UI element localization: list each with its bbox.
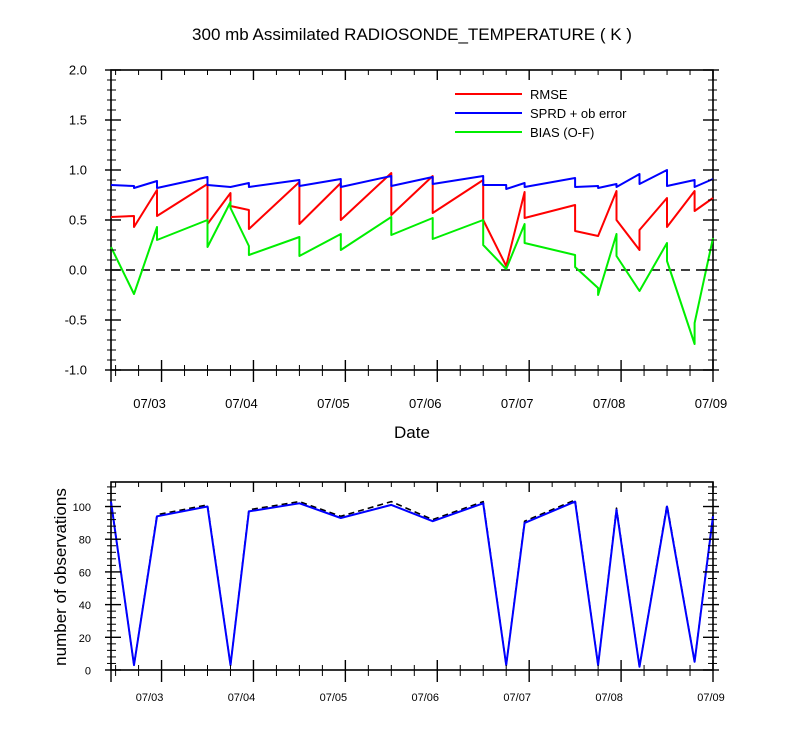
top-chart-series-group [110, 169, 714, 345]
bottom-xtick-label: 07/08 [595, 692, 623, 704]
top-xtick-label: 07/03 [133, 396, 166, 411]
bottom-xtick-label: 07/09 [697, 692, 725, 704]
legend-label-sprd-ob-error: SPRD + ob error [530, 106, 627, 121]
top-ytick-label: -0.5 [65, 313, 87, 328]
top-xtick-label: 07/08 [593, 396, 626, 411]
bottom-xtick-label: 07/04 [228, 692, 256, 704]
top-series-line-rmse [110, 172, 714, 267]
bottom-xtick-label: 07/06 [412, 692, 440, 704]
top-ytick-label: 0.5 [69, 213, 87, 228]
bottom-series-line-observations-possible [110, 499, 714, 668]
top-chart-axes: 07/03 07/04 07/05 07/06 07/07 07/08 07/09 -1.0 -… [65, 63, 728, 412]
bottom-ytick-label: 100 [73, 502, 91, 514]
bottom-plot-border [110, 481, 714, 671]
top-series-line-bias-o-f [110, 201, 714, 345]
top-ytick-label: 1.5 [69, 113, 87, 128]
bottom-ytick-label: 60 [79, 567, 91, 579]
bottom-xtick-label: 07/05 [320, 692, 348, 704]
legend-label-bias-o-f: BIAS (O-F) [530, 125, 594, 140]
bottom-chart-frame [110, 481, 714, 671]
bottom-ytick-label: 20 [79, 633, 91, 645]
top-chart-xlabel: Date [394, 423, 430, 442]
bottom-ytick-label: 0 [85, 666, 91, 678]
bottom-chart-axes: 07/03 07/04 07/05 07/06 07/07 07/08 07/09 0 20 40… [73, 482, 725, 704]
top-xtick-label: 07/09 [695, 396, 728, 411]
top-ytick-label: -1.0 [65, 363, 87, 378]
top-chart-legend: RMSE SPRD + ob error BIAS (O-F) [455, 87, 627, 140]
top-chart-title: 300 mb Assimilated RADIOSONDE_TEMPERATUR… [192, 25, 632, 44]
top-xtick-label: 07/07 [501, 396, 534, 411]
bottom-xtick-label: 07/03 [136, 692, 164, 704]
bottom-ytick-label: 80 [79, 535, 91, 547]
top-ytick-label: 1.0 [69, 163, 87, 178]
top-xtick-label: 07/04 [225, 396, 258, 411]
legend-label-rmse: RMSE [530, 87, 568, 102]
top-xtick-label: 07/06 [409, 396, 442, 411]
top-ytick-label: 0.0 [69, 263, 87, 278]
bottom-chart-series-group [110, 499, 714, 668]
top-ytick-label: 2.0 [69, 63, 87, 78]
bottom-ytick-label: 40 [79, 600, 91, 612]
bottom-xtick-label: 07/07 [503, 692, 531, 704]
bottom-chart-ylabel: number of observations [51, 488, 70, 666]
top-series-line-sprd-ob-error [110, 169, 714, 190]
bottom-series-line-observations-used [110, 500, 714, 668]
top-xtick-label: 07/05 [317, 396, 350, 411]
